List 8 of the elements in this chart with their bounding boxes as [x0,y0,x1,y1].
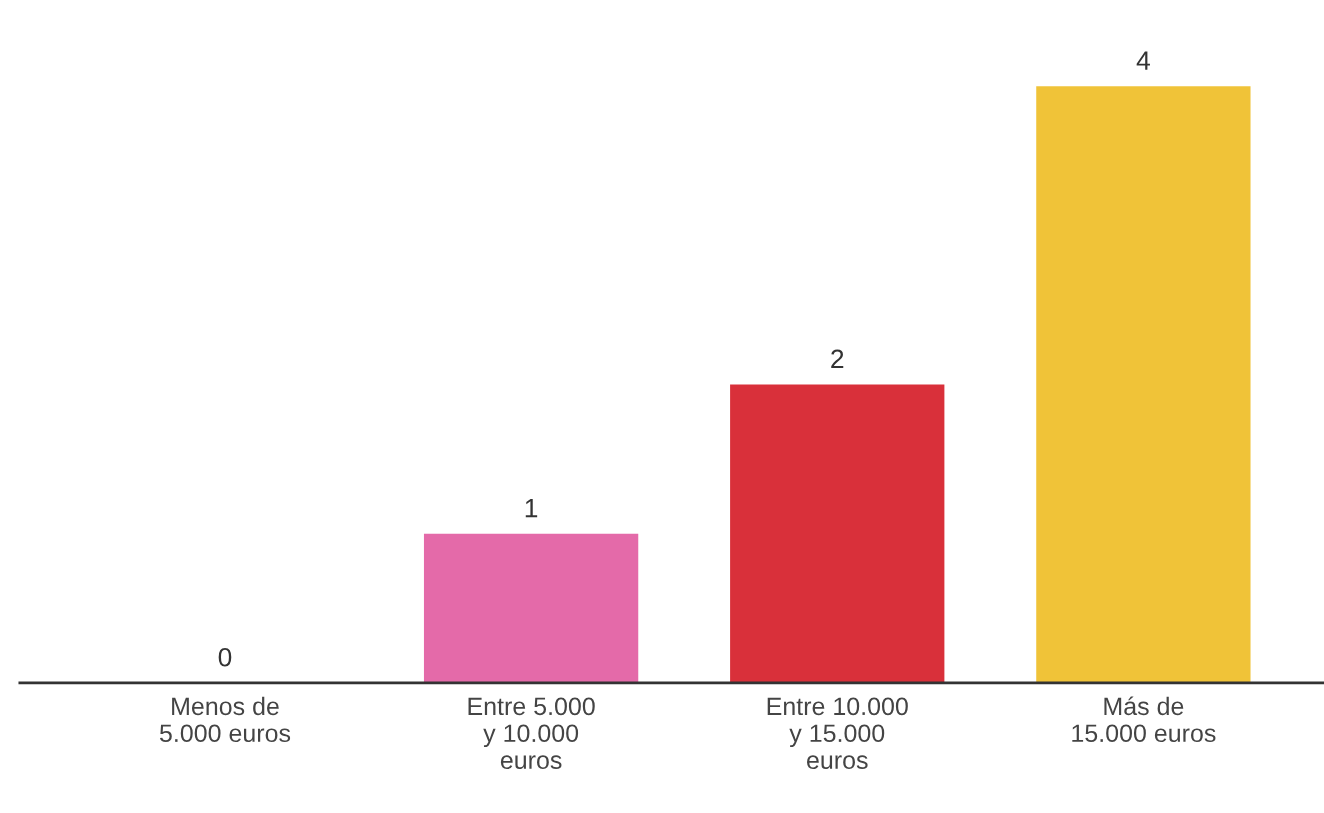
data-label: 4 [1136,51,1150,70]
data-label: 0 [218,647,232,667]
data-label: 1 [525,499,538,518]
x-tick-label: Menos de 5.000 euros [159,696,291,743]
data-label: 2 [831,349,844,368]
x-tick-label: Entre 10.000 y 15.000 euros [767,697,908,770]
x-tick-label: Entre 5.000 y 10.000 euros [468,697,595,770]
x-tick-label: Más de 15.000 euros [1072,696,1216,743]
